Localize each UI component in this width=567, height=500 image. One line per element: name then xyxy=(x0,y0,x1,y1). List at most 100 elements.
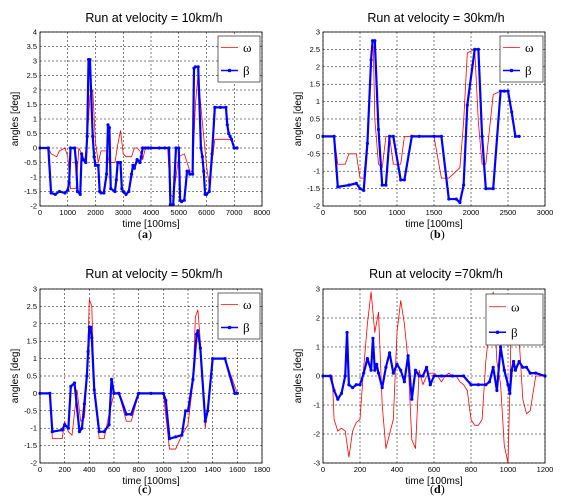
beta-point xyxy=(137,391,141,395)
beta-point xyxy=(395,362,399,366)
panel-b: 0 500 1000 1500 2000 2500 3000 -2 -1.5 -1 -0.5 0 0.5… xyxy=(293,11,553,241)
beta-point xyxy=(77,430,82,434)
beta-point xyxy=(69,384,73,389)
beta-point xyxy=(109,187,113,191)
beta-point xyxy=(80,152,84,156)
beta-point xyxy=(118,160,123,165)
beta-point xyxy=(524,365,529,369)
beta-point xyxy=(369,58,373,62)
beta-point xyxy=(365,141,369,145)
beta-point xyxy=(224,105,228,109)
beta-point xyxy=(193,65,197,69)
beta-point xyxy=(476,47,480,52)
beta-point xyxy=(86,350,90,354)
legend-marker xyxy=(227,68,232,73)
beta-point xyxy=(200,155,204,159)
beta-point xyxy=(233,391,237,395)
panel-caption: (d) xyxy=(430,482,445,496)
beta-point xyxy=(410,134,414,138)
beta-point xyxy=(328,374,332,378)
beta-point xyxy=(354,181,358,185)
legend-label: β xyxy=(525,63,532,78)
legend-label: β xyxy=(243,63,250,78)
x-tick-label: 1000 xyxy=(59,208,76,217)
y-tick-label: -0.5 xyxy=(24,406,37,415)
x-tick-label: 1400 xyxy=(204,465,221,474)
beta-point xyxy=(82,402,86,406)
beta-point xyxy=(491,365,495,369)
beta-point xyxy=(157,146,161,150)
y-tick-label: 2.5 xyxy=(27,71,37,80)
beta-point xyxy=(106,123,110,127)
beta-point xyxy=(370,39,375,43)
x-axis-label: time [100ms] xyxy=(122,476,179,487)
beta-point xyxy=(391,134,395,138)
beta-point xyxy=(180,433,184,437)
beta-point xyxy=(132,166,136,170)
beta-point xyxy=(186,409,190,413)
beta-point xyxy=(129,412,133,416)
beta-point xyxy=(191,377,195,382)
beta-point xyxy=(447,197,451,201)
x-tick-label: 800 xyxy=(465,465,478,474)
beta-point xyxy=(439,134,443,138)
beta-point xyxy=(510,110,514,114)
beta-point xyxy=(225,123,229,127)
beta-point xyxy=(345,330,349,335)
beta-point xyxy=(332,134,336,138)
y-tick-label: 0 xyxy=(316,372,320,381)
beta-point xyxy=(362,371,366,375)
legend-label: β xyxy=(511,325,518,340)
beta-point xyxy=(534,371,538,375)
beta-point xyxy=(376,127,381,132)
y-tick-label: -1.5 xyxy=(307,184,320,193)
beta-point xyxy=(107,126,111,130)
beta-point xyxy=(235,391,239,395)
beta-point xyxy=(53,192,57,196)
beta-point xyxy=(167,146,171,150)
beta-point xyxy=(73,146,77,150)
beta-point xyxy=(120,187,124,191)
beta-point xyxy=(339,391,344,395)
beta-point xyxy=(369,368,373,372)
y-tick-label: -1.5 xyxy=(24,187,37,196)
panel-caption: (a) xyxy=(138,227,152,241)
beta-point xyxy=(508,391,512,395)
beta-point xyxy=(199,146,203,150)
beta-point xyxy=(171,202,175,207)
beta-point xyxy=(174,146,178,150)
legend-box xyxy=(217,292,261,340)
beta-point xyxy=(417,374,421,378)
x-tick-label: 1000 xyxy=(500,465,517,474)
beta-point xyxy=(223,357,227,361)
beta-point xyxy=(480,134,484,138)
y-tick-label: 2 xyxy=(316,314,320,323)
beta-point xyxy=(102,430,106,434)
y-tick-label: 3 xyxy=(33,285,37,294)
beta-point xyxy=(50,430,54,434)
beta-point xyxy=(117,391,121,395)
beta-point xyxy=(146,146,150,150)
beta-point xyxy=(90,336,94,340)
beta-point xyxy=(376,371,381,375)
beta-point xyxy=(332,388,336,393)
x-axis-label: time [100ms] xyxy=(405,476,462,487)
beta-point xyxy=(473,47,477,52)
beta-point xyxy=(499,89,503,93)
y-tick-label: 1.5 xyxy=(310,80,320,89)
beta-point xyxy=(476,383,480,387)
x-tick-label: 1500 xyxy=(426,208,443,217)
beta-point xyxy=(384,365,388,369)
beta-point xyxy=(195,332,199,336)
y-tick-label: 3 xyxy=(316,28,320,37)
beta-point xyxy=(67,181,71,185)
y-tick-label: -2 xyxy=(313,430,320,439)
x-tick-label: 800 xyxy=(132,465,145,474)
beta-point xyxy=(218,105,222,109)
y-tick-label: -3 xyxy=(313,459,320,468)
beta-point xyxy=(439,374,443,378)
beta-point xyxy=(109,377,114,382)
axes-frame xyxy=(322,288,546,464)
beta-point xyxy=(428,383,432,387)
beta-point xyxy=(88,325,93,329)
